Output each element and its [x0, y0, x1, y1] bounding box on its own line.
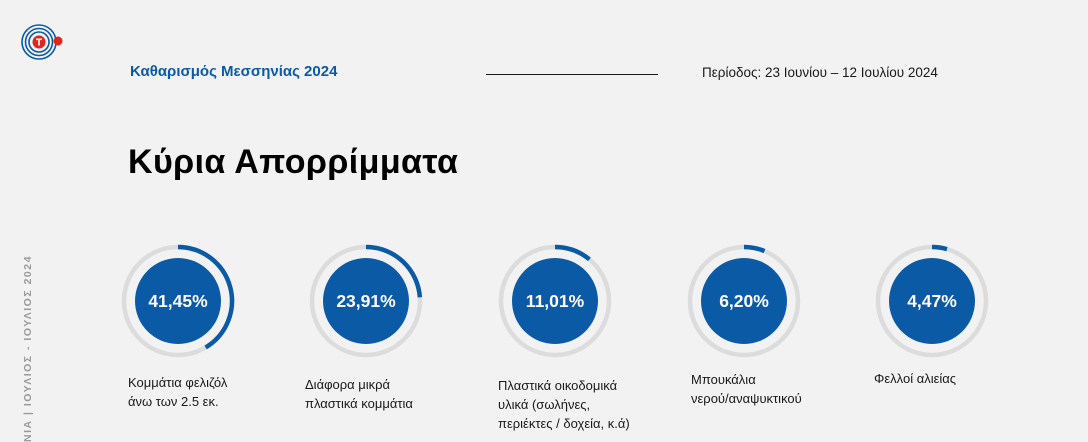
metric-ring: 6,20%	[686, 243, 816, 363]
ring-center	[701, 258, 787, 344]
period-text: Περίοδος: 23 Ιουνίου – 12 Ιουλίου 2024	[702, 65, 938, 80]
metric-value: 11,01%	[526, 291, 585, 311]
progress-ring: 41,45%	[121, 244, 235, 358]
ring-center	[135, 258, 221, 344]
metric-label: Φελλοί αλιείας	[874, 371, 957, 386]
metric-label: Διάφορα μικρά πλαστικά κομμάτια	[305, 377, 413, 411]
metric-value: 23,91%	[336, 291, 396, 311]
metric-label: Μπουκάλια νερού/αναψυκτικού	[691, 372, 802, 406]
ring-arc	[554, 244, 591, 262]
metric-ring: 4,47%	[874, 243, 1004, 363]
progress-ring: 4,47%	[875, 244, 989, 358]
ring-arc	[177, 244, 235, 350]
side-footer-text: ΝΙΑ | ΙΟΥΛΙΟΣ - ΙΟΥΛΙΟΣ 2024	[22, 255, 34, 442]
metric-label: Κομμάτια φελιζόλ άνω των 2.5 εκ.	[128, 375, 228, 409]
metric-value: 41,45%	[148, 291, 208, 311]
logo-icon	[21, 24, 63, 60]
page-title: Κύρια Απορρίμματα	[128, 143, 459, 181]
ring-arc	[743, 244, 766, 254]
progress-ring: 6,20%	[687, 244, 801, 358]
ring-center	[889, 258, 975, 344]
ring-center	[323, 258, 409, 344]
progress-ring: 11,01%	[498, 244, 612, 358]
metric-value: 6,20%	[719, 291, 769, 311]
metric-label: Πλαστικά οικοδομικά υλικά (σωλήνες, περι…	[498, 378, 630, 431]
report-title: Καθαρισμός Μεσσηνίας 2024	[130, 63, 338, 80]
metric-ring: 23,91%	[308, 243, 438, 363]
metric-ring: 41,45%	[120, 243, 250, 363]
ring-arc	[931, 244, 948, 252]
header-divider	[486, 74, 658, 75]
ring-arc	[365, 244, 423, 298]
ring-center	[512, 258, 598, 344]
progress-ring: 23,91%	[309, 244, 423, 358]
metric-ring: 11,01%	[497, 243, 627, 363]
metric-value: 4,47%	[907, 291, 957, 311]
